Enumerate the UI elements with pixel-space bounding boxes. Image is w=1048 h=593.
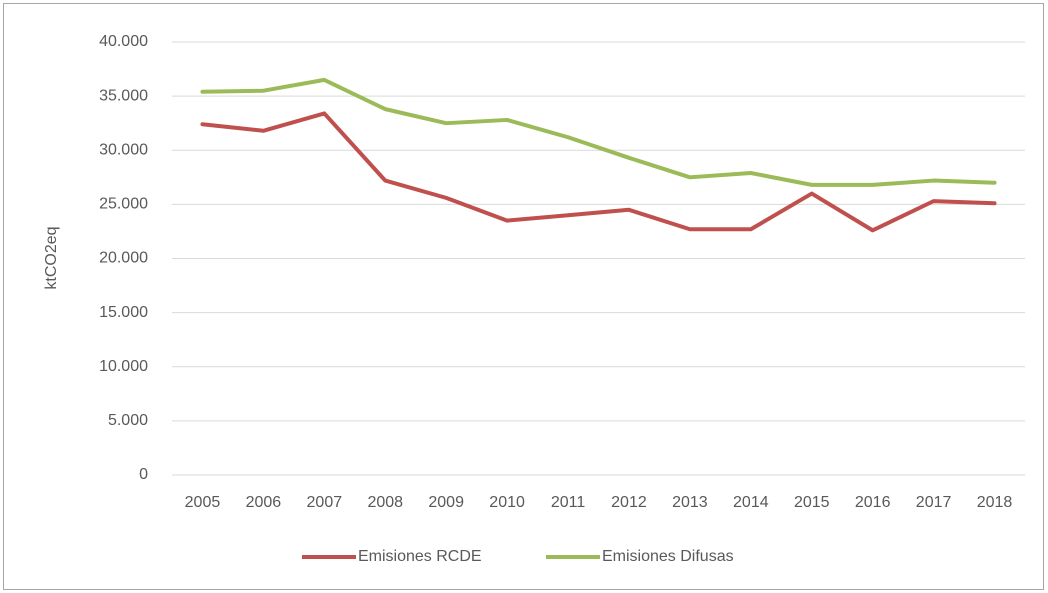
x-tick-label: 2014 — [733, 494, 769, 511]
x-tick-label: 2015 — [794, 494, 830, 511]
chart-frame — [3, 3, 1044, 590]
x-tick-label: 2017 — [916, 494, 952, 511]
legend-label: Emisiones RCDE — [358, 548, 482, 565]
y-tick-label: 35.000 — [99, 87, 148, 104]
y-tick-label: 20.000 — [99, 250, 148, 267]
y-axis-label: ktCO2eq — [43, 226, 60, 289]
y-tick-label: 15.000 — [99, 304, 148, 321]
x-tick-label: 2012 — [611, 494, 647, 511]
y-tick-label: 5.000 — [108, 412, 148, 429]
series-line — [200, 111, 997, 233]
y-tick-label: 10.000 — [99, 358, 148, 375]
x-tick-label: 2013 — [672, 494, 708, 511]
y-tick-label: 30.000 — [99, 141, 148, 158]
x-tick-label: 2007 — [307, 494, 343, 511]
series-line — [200, 77, 997, 187]
x-tick-label: 2006 — [246, 494, 282, 511]
x-tick-label: 2009 — [428, 494, 464, 511]
x-tick-label: 2016 — [855, 494, 891, 511]
x-tick-label: 2005 — [185, 494, 221, 511]
x-tick-label: 2010 — [489, 494, 525, 511]
x-tick-label: 2011 — [551, 494, 586, 511]
legend-label: Emisiones Difusas — [602, 548, 734, 565]
x-tick-label: 2018 — [977, 494, 1013, 511]
y-tick-label: 0 — [139, 466, 148, 483]
y-tick-label: 25.000 — [99, 196, 148, 213]
y-tick-label: 40.000 — [99, 33, 148, 50]
x-tick-label: 2008 — [367, 494, 403, 511]
